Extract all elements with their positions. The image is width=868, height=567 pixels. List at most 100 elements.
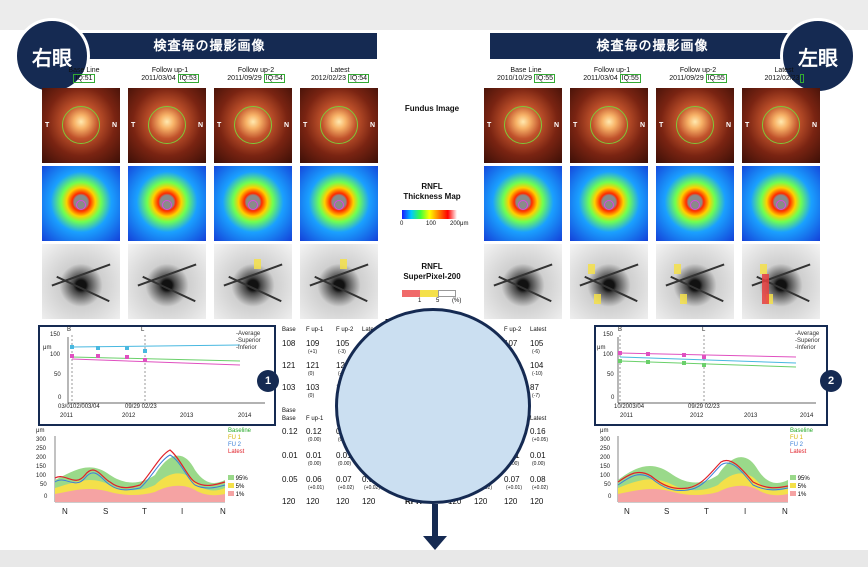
left-superpixel-image-2 <box>656 244 734 319</box>
rnfl-left-Average-3: 87 <box>530 383 539 392</box>
disc-marker <box>776 200 786 210</box>
left-col-head-1: Follow up-1 2011/03/04 IQ:55 <box>583 67 641 83</box>
fundus-orient-n: N <box>725 122 731 129</box>
disc-marker <box>76 200 86 210</box>
rnfl-left-delta-3: (-10) <box>532 371 543 377</box>
superpixel-tick-0: 1 <box>418 298 422 304</box>
right-trend-ytick-1: 100 <box>50 352 61 358</box>
left-tsnit-x-1: S <box>664 507 670 516</box>
superpixel-defect <box>680 294 687 304</box>
right-trend-year-2: 2013 <box>180 413 194 419</box>
disc-left-delta-2: (+0.01) <box>506 485 522 491</box>
right-trend-dates2: 09/29 02/23 <box>125 404 157 410</box>
disc-right-delta-1: (0.00) <box>308 437 322 443</box>
vessel <box>309 263 369 287</box>
left-trend-point-fu2-avg <box>682 361 686 365</box>
disc-left-delta-2: (0.00) <box>506 461 520 467</box>
left-tsnit-ytick-0: 300 <box>600 437 611 443</box>
vessel <box>584 275 638 303</box>
superpixel-legend-white <box>438 290 456 297</box>
right-col-head-0: Base Line IQ:51 <box>68 67 100 83</box>
left-tsnit-x-2: T <box>704 507 709 516</box>
down-arrow-icon <box>423 536 447 550</box>
disc-right-3-3: 120 <box>362 497 376 506</box>
disc-right-3-1: 120 <box>306 497 320 506</box>
right-trend-point-latest-sup <box>143 349 147 353</box>
left-tsnit-ytick-4: 100 <box>600 473 611 479</box>
fundus-orient-n: N <box>639 122 645 129</box>
right-trend-marker-b: B <box>67 327 72 333</box>
right-rnfl-map-image-2 <box>214 166 292 241</box>
left-rnfl-map-image-1 <box>570 166 648 241</box>
disc-right-delta-3: (+0.02) <box>364 485 380 491</box>
left-tsnit-ytick-1: 250 <box>600 446 611 452</box>
disc-marker <box>690 200 700 210</box>
left-trend-point-base-avg <box>618 359 622 363</box>
right-trend-point-fu2-sup <box>125 346 129 350</box>
table-head-right-2: F up-2 <box>336 327 354 333</box>
right-superpixel-image-3 <box>300 244 378 319</box>
disc-marker <box>518 200 528 210</box>
right-trend-svg <box>67 335 265 404</box>
disc-right-delta-1: (+0.01) <box>308 485 324 491</box>
vessel <box>137 263 197 287</box>
rnfl-right-Average-1: 103 <box>306 383 320 392</box>
vessel <box>228 275 282 303</box>
fundus-orient-t: T <box>659 122 664 129</box>
left-tsnit-ytick-5: 50 <box>604 482 611 488</box>
left-trend-ytick-1: 100 <box>603 352 614 358</box>
left-tsnit-ytick-2: 200 <box>600 455 611 461</box>
left-tsnit-unit: μm <box>600 428 609 434</box>
right-trend-ytick-2: 50 <box>54 372 61 378</box>
left-trend-ytick-2: 50 <box>607 372 614 378</box>
right-trend-ytick-0: 150 <box>50 332 61 338</box>
disc-right-delta-2: (+0.02) <box>338 485 354 491</box>
disc-right-1-0: 0.01 <box>282 451 298 460</box>
right-tsnit-ytick-2: 200 <box>36 455 47 461</box>
right-tsnit-x-0: N <box>62 507 68 516</box>
right-trend-ytick-3: 0 <box>58 395 62 401</box>
rnfl-colorbar <box>402 210 457 219</box>
rnfl-left-Inferior-3: 104 <box>530 361 544 370</box>
right-rnfl-map-image-1 <box>128 166 206 241</box>
left-trend-year-0: 2011 <box>620 413 633 419</box>
fundus-orient-n: N <box>111 122 117 129</box>
disc-marker <box>248 200 258 210</box>
left-trend-legend: -Average -Superior -Inferior <box>795 331 820 351</box>
right-trend-ylabel: μm <box>43 345 52 351</box>
left-trend-year-2: 2013 <box>744 413 758 419</box>
table-head-left-3: Latest <box>530 327 547 333</box>
superpixel-defect <box>766 294 773 304</box>
rnfl-right-delta-1: (0) <box>308 393 315 399</box>
left-trend-dates2: 09/29 02/23 <box>688 404 720 410</box>
right-trend-point-fu2-avg <box>125 355 129 359</box>
disc-right-0-1: 0.12 <box>306 427 322 436</box>
right-tsnit-x-2: T <box>142 507 147 516</box>
right-tsnit-x-3: I <box>181 507 184 516</box>
rnfl-left-Superior-3: 105 <box>530 339 544 348</box>
left-tsnit-legend: Baseline FU 1 FU 2 Latest <box>790 428 814 455</box>
right-trend-chart <box>38 325 276 426</box>
disc-ring <box>148 106 186 144</box>
disc-ring <box>62 106 100 144</box>
disc-ring <box>234 106 272 144</box>
disc-right-0-0: 0.12 <box>282 427 298 436</box>
fundus-orient-n: N <box>369 122 375 129</box>
left-trend-year-1: 2012 <box>690 413 704 419</box>
superpixel-defect <box>588 264 595 274</box>
colorbar-tick-0: 0 <box>400 221 404 227</box>
right-trend-point-fu1-avg <box>96 354 100 358</box>
disc-left-3-1: 120 <box>474 497 488 506</box>
left-tsnit-x-4: N <box>782 507 788 516</box>
disc-left-1-3: 0.01 <box>530 451 546 460</box>
rnfl-right-delta-2: (-3) <box>338 349 346 355</box>
right-col-head-2: Follow up-2 2011/09/29 IQ:54 <box>227 67 285 83</box>
left-superpixel-image-0 <box>484 244 562 319</box>
down-arrow-shaft <box>432 504 438 540</box>
right-tsnit-chart <box>30 430 260 518</box>
superpixel-legend-red <box>402 290 420 297</box>
fundus-orient-n: N <box>283 122 289 129</box>
